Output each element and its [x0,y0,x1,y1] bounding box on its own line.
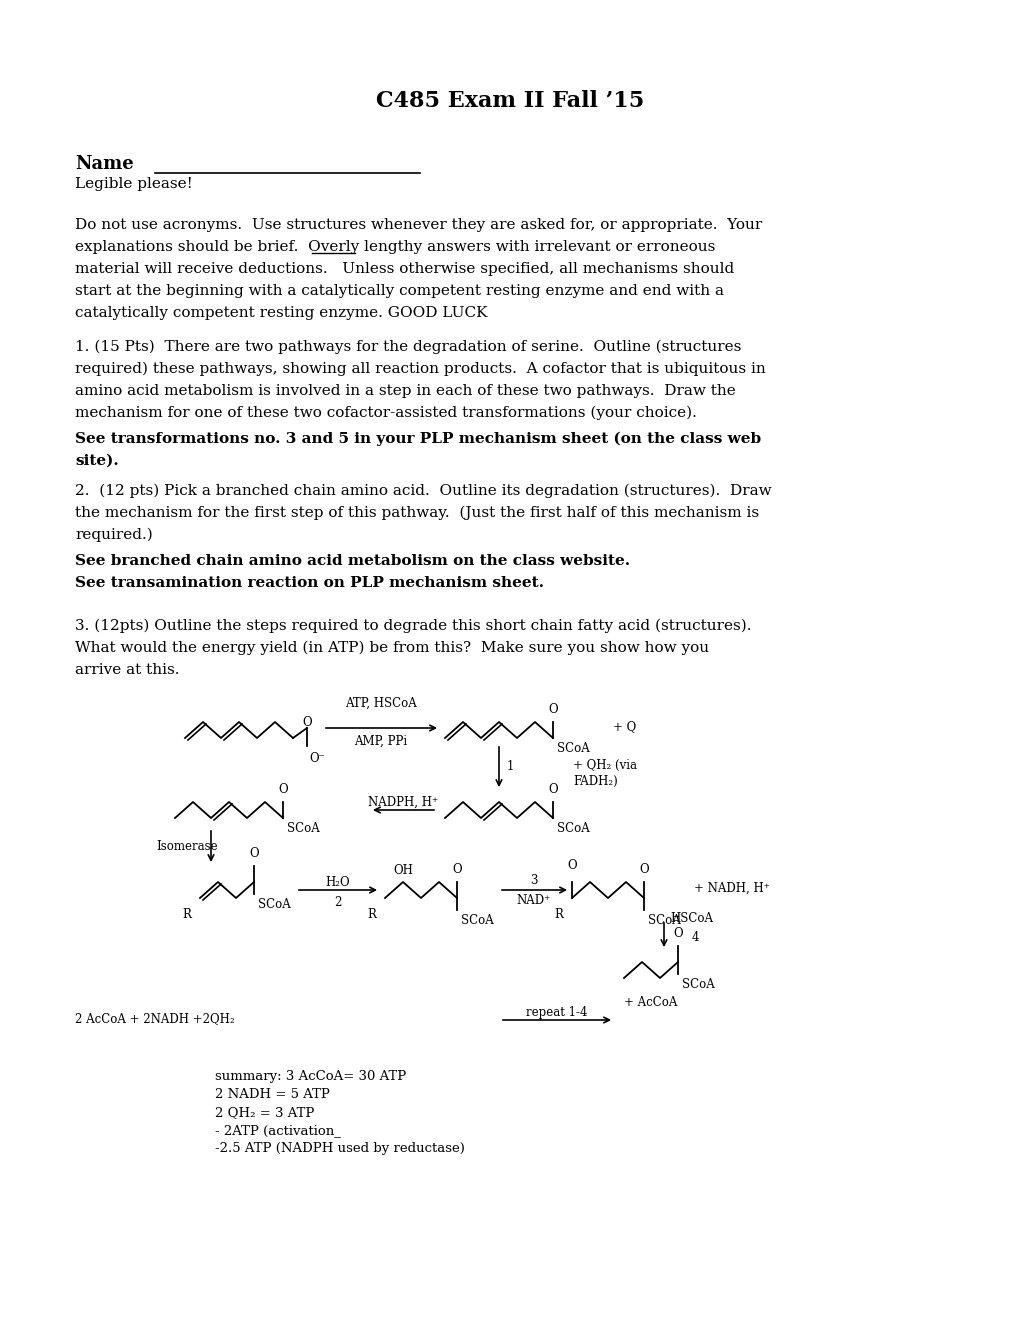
Text: SCoA: SCoA [682,978,714,991]
Text: 3: 3 [530,874,537,887]
Text: + QH₂ (via: + QH₂ (via [573,759,637,772]
Text: catalytically competent resting enzyme. GOOD LUCK: catalytically competent resting enzyme. … [75,306,487,319]
Text: amino acid metabolism is involved in a step in each of these two pathways.  Draw: amino acid metabolism is involved in a s… [75,384,735,399]
Text: + NADH, H⁺: + NADH, H⁺ [693,882,769,895]
Text: SCoA: SCoA [556,822,589,836]
Text: 2: 2 [334,896,341,909]
Text: O⁻: O⁻ [309,752,325,766]
Text: O: O [278,783,287,796]
Text: + Q: + Q [612,719,636,733]
Text: HSCoA: HSCoA [669,912,712,925]
Text: Name: Name [75,154,133,173]
Text: See transformations no. 3 and 5 in your PLP mechanism sheet (on the class web: See transformations no. 3 and 5 in your … [75,432,760,446]
Text: Isomerase: Isomerase [156,840,217,853]
Text: What would the energy yield (in ATP) be from this?  Make sure you show how you: What would the energy yield (in ATP) be … [75,642,708,656]
Text: O: O [302,715,312,729]
Text: 2 AcCoA + 2NADH +2QH₂: 2 AcCoA + 2NADH +2QH₂ [75,1012,234,1026]
Text: + AcCoA: + AcCoA [624,997,677,1008]
Text: 1. (15 Pts)  There are two pathways for the degradation of serine.  Outline (str: 1. (15 Pts) There are two pathways for t… [75,341,741,354]
Text: 1: 1 [506,760,514,774]
Text: repeat 1-4: repeat 1-4 [526,1006,587,1019]
Text: SCoA: SCoA [647,913,680,927]
Text: AMP, PPi: AMP, PPi [354,735,408,748]
Text: O: O [547,704,557,715]
Text: arrive at this.: arrive at this. [75,663,179,677]
Text: OH: OH [392,865,413,876]
Text: NAD⁺: NAD⁺ [517,894,550,907]
Text: R: R [553,908,562,921]
Text: 4: 4 [691,931,699,944]
Text: mechanism for one of these two cofactor-assisted transformations (your choice).: mechanism for one of these two cofactor-… [75,407,696,420]
Text: NADPH, H⁺: NADPH, H⁺ [368,796,437,809]
Text: FADH₂): FADH₂) [573,775,618,788]
Text: 3. (12pts) Outline the steps required to degrade this short chain fatty acid (st: 3. (12pts) Outline the steps required to… [75,619,751,634]
Text: O: O [451,863,462,876]
Text: H₂O: H₂O [325,876,350,888]
Text: SCoA: SCoA [556,742,589,755]
Text: the mechanism for the first step of this pathway.  (Just the first half of this : the mechanism for the first step of this… [75,506,758,520]
Text: O: O [639,863,648,876]
Text: See transamination reaction on PLP mechanism sheet.: See transamination reaction on PLP mecha… [75,576,543,590]
Text: required) these pathways, showing all reaction products.  A cofactor that is ubi: required) these pathways, showing all re… [75,362,765,376]
Text: R: R [181,908,191,921]
Text: summary: 3 AcCoA= 30 ATP: summary: 3 AcCoA= 30 ATP [215,1071,406,1082]
Text: 2 NADH = 5 ATP: 2 NADH = 5 ATP [215,1088,329,1101]
Text: ATP, HSCoA: ATP, HSCoA [344,697,417,710]
Text: - 2ATP (activation_: - 2ATP (activation_ [215,1125,340,1137]
Text: start at the beginning with a catalytically competent resting enzyme and end wit: start at the beginning with a catalytica… [75,284,723,298]
Text: Legible please!: Legible please! [75,177,193,191]
Text: 2.  (12 pts) Pick a branched chain amino acid.  Outline its degradation (structu: 2. (12 pts) Pick a branched chain amino … [75,484,770,499]
Text: R: R [367,908,376,921]
Text: O: O [249,847,259,861]
Text: See branched chain amino acid metabolism on the class website.: See branched chain amino acid metabolism… [75,554,630,568]
Text: O: O [673,927,682,940]
Text: -2.5 ATP (NADPH used by reductase): -2.5 ATP (NADPH used by reductase) [215,1142,465,1155]
Text: explanations should be brief.  Overly lengthy answers with irrelevant or erroneo: explanations should be brief. Overly len… [75,240,714,253]
Text: site).: site). [75,454,118,469]
Text: O: O [547,783,557,796]
Text: C485 Exam II Fall ’15: C485 Exam II Fall ’15 [376,90,643,112]
Text: Do not use acronyms.  Use structures whenever they are asked for, or appropriate: Do not use acronyms. Use structures when… [75,218,761,232]
Text: material will receive deductions.   Unless otherwise specified, all mechanisms s: material will receive deductions. Unless… [75,261,734,276]
Text: SCoA: SCoA [286,822,319,836]
Text: required.): required.) [75,528,153,543]
Text: SCoA: SCoA [258,898,290,911]
Text: 2 QH₂ = 3 ATP: 2 QH₂ = 3 ATP [215,1106,314,1119]
Text: SCoA: SCoA [461,913,493,927]
Text: O: O [567,859,577,873]
